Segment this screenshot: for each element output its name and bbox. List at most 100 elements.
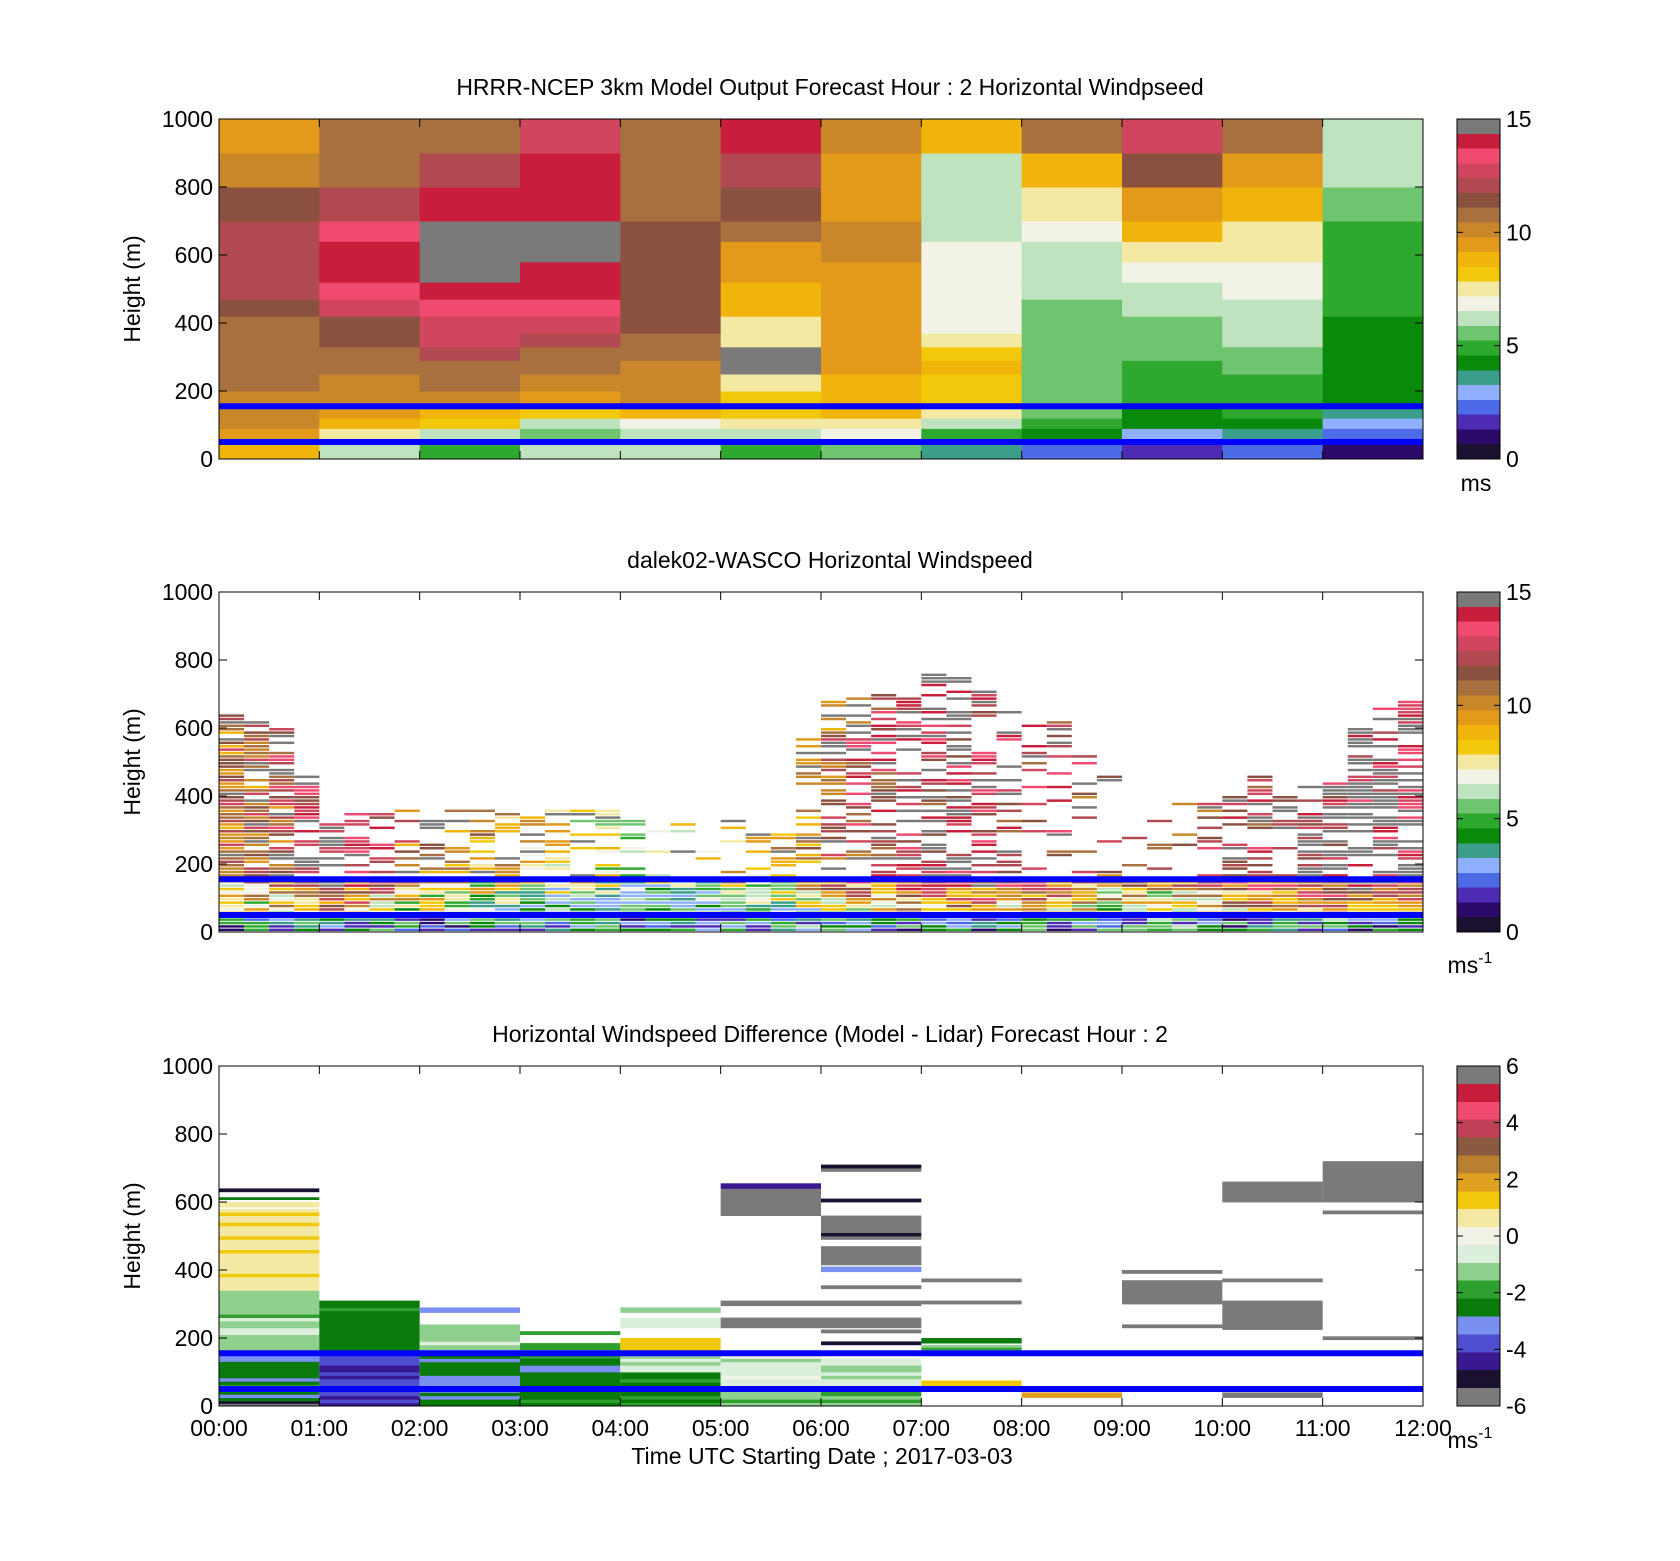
heatmap-cell [1297, 898, 1323, 901]
heatmap-cell [244, 898, 270, 901]
heatmap-cell [244, 904, 270, 908]
heatmap-cell [846, 928, 872, 932]
heatmap-cell [219, 1304, 320, 1308]
heatmap-cell [369, 857, 395, 860]
heatmap-cell [219, 418, 320, 429]
heatmap-cell [896, 697, 922, 700]
heatmap-cell [520, 904, 546, 908]
heatmap-cell [670, 918, 696, 921]
heatmap-cell [444, 819, 470, 823]
heatmap-cell [1272, 908, 1298, 911]
heatmap-cell [745, 918, 771, 921]
heatmap-cell [620, 874, 646, 877]
heatmap-cell [1222, 1392, 1323, 1396]
y-axis-label: Height (m) [119, 708, 145, 815]
heatmap-cell [1322, 299, 1424, 317]
heatmap-cell [219, 1208, 320, 1213]
heatmap-cell [946, 870, 972, 874]
heatmap-cell [821, 221, 922, 242]
heatmap-cell [520, 860, 546, 864]
heatmap-cell [219, 748, 245, 751]
heatmap-cell [244, 891, 270, 894]
heatmap-cell [996, 894, 1022, 898]
heatmap-cell [946, 731, 972, 734]
heatmap-cell [1272, 918, 1298, 921]
heatmap-cell [1147, 887, 1173, 891]
heatmap-cell [620, 1378, 721, 1383]
heatmap-cell [520, 819, 546, 823]
heatmap-cell [244, 741, 270, 745]
heatmap-cell [1297, 857, 1323, 860]
heatmap-cell [419, 847, 445, 850]
heatmap-cell [795, 809, 821, 813]
heatmap-cell [1272, 904, 1298, 908]
heatmap-cell [896, 884, 922, 887]
heatmap-cell [269, 826, 295, 830]
heatmap-cell [1322, 418, 1424, 429]
heatmap-cell [294, 908, 320, 911]
heatmap-cell [1222, 898, 1248, 901]
heatmap-cell [1046, 755, 1072, 758]
heatmap-cell [1197, 925, 1223, 928]
heatmap-cell [871, 908, 897, 911]
heatmap-cell [871, 891, 897, 894]
heatmap-cell [219, 860, 245, 864]
heatmap-cell [695, 898, 721, 901]
heatmap-cell [795, 751, 821, 755]
heatmap-cell [770, 894, 796, 898]
heatmap-cell [444, 918, 470, 921]
heatmap-cell [244, 802, 270, 806]
heatmap-cell [494, 823, 520, 826]
heatmap-cell [921, 261, 1023, 283]
heatmap-cell [770, 887, 796, 891]
heatmap-cell [494, 874, 520, 877]
heatmap-cell [720, 1183, 821, 1187]
heatmap-cell [996, 850, 1022, 853]
heatmap-cell [419, 1399, 520, 1403]
heatmap-cell [269, 894, 295, 898]
heatmap-cell [444, 898, 470, 901]
reference-lines [219, 876, 1423, 918]
heatmap-cell [921, 1278, 1022, 1283]
heatmap-cell [219, 316, 320, 334]
heatmap-cell [795, 782, 821, 785]
heatmap-cell [219, 1283, 320, 1288]
heatmap-cell [319, 904, 345, 908]
y-tick-label: 400 [175, 310, 213, 336]
heatmap-cell [946, 772, 972, 775]
heatmap-cell [921, 850, 947, 853]
heatmap-cell [1122, 299, 1223, 317]
heatmap-cell [394, 928, 420, 932]
heatmap-cell [1322, 928, 1348, 932]
heatmap-cell [1071, 796, 1097, 799]
heatmap-cell [1397, 728, 1423, 731]
heatmap-cell [1347, 799, 1373, 802]
heatmap-cell [369, 928, 395, 932]
heatmap-cell [1322, 1185, 1423, 1189]
heatmap-cell [369, 908, 395, 911]
heatmap-cell [846, 850, 872, 853]
heatmap-cell [1372, 921, 1398, 925]
heatmap-cell [369, 891, 395, 894]
heatmap-cell [1372, 779, 1398, 782]
heatmap-cell [319, 261, 421, 283]
heatmap-cell [620, 833, 646, 836]
heatmap-cell [770, 921, 796, 925]
heatmap-cell [294, 819, 320, 823]
heatmap-cell [946, 918, 972, 921]
heatmap-cell [319, 1348, 420, 1352]
heatmap-cell [996, 711, 1022, 714]
heatmap-cell [620, 187, 722, 222]
heatmap-cell [219, 1394, 320, 1399]
heatmap-cell [971, 843, 997, 847]
heatmap-cell [946, 748, 972, 751]
heatmap-cell [620, 374, 722, 392]
heatmap-cell [1322, 887, 1348, 891]
heatmap-cell [219, 1229, 320, 1233]
heatmap-cell [846, 765, 872, 768]
heatmap-cell [670, 901, 696, 904]
heatmap-cell [896, 928, 922, 932]
heatmap-cell [419, 1355, 520, 1359]
heatmap-cell [821, 704, 847, 707]
heatmap-cell [1322, 428, 1424, 440]
